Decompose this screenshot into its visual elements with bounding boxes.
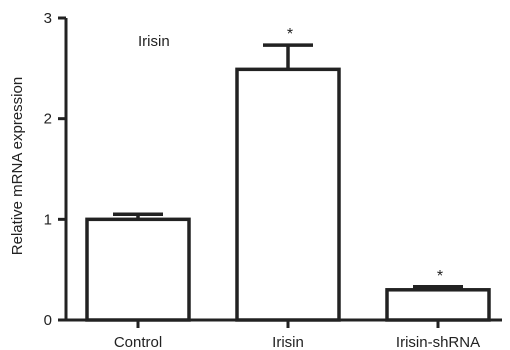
significance-marker: * <box>287 26 293 43</box>
bar <box>385 288 491 322</box>
x-tick-label: Irisin <box>272 334 304 350</box>
y-tick-label: 3 <box>44 10 52 27</box>
y-tick-label: 2 <box>44 111 52 128</box>
y-axis-label: Relative mRNA expression <box>9 77 26 255</box>
bars: ** <box>85 26 491 322</box>
x-tick-label: Control <box>114 334 162 350</box>
x-tick-label: Irisin-shRNA <box>396 334 480 350</box>
chart-title: Irisin <box>138 33 170 50</box>
y-tick-label: 0 <box>44 312 52 329</box>
bar <box>235 67 341 322</box>
y-tick-label: 1 <box>44 211 52 228</box>
significance-marker: * <box>437 268 443 285</box>
bar <box>85 217 191 322</box>
